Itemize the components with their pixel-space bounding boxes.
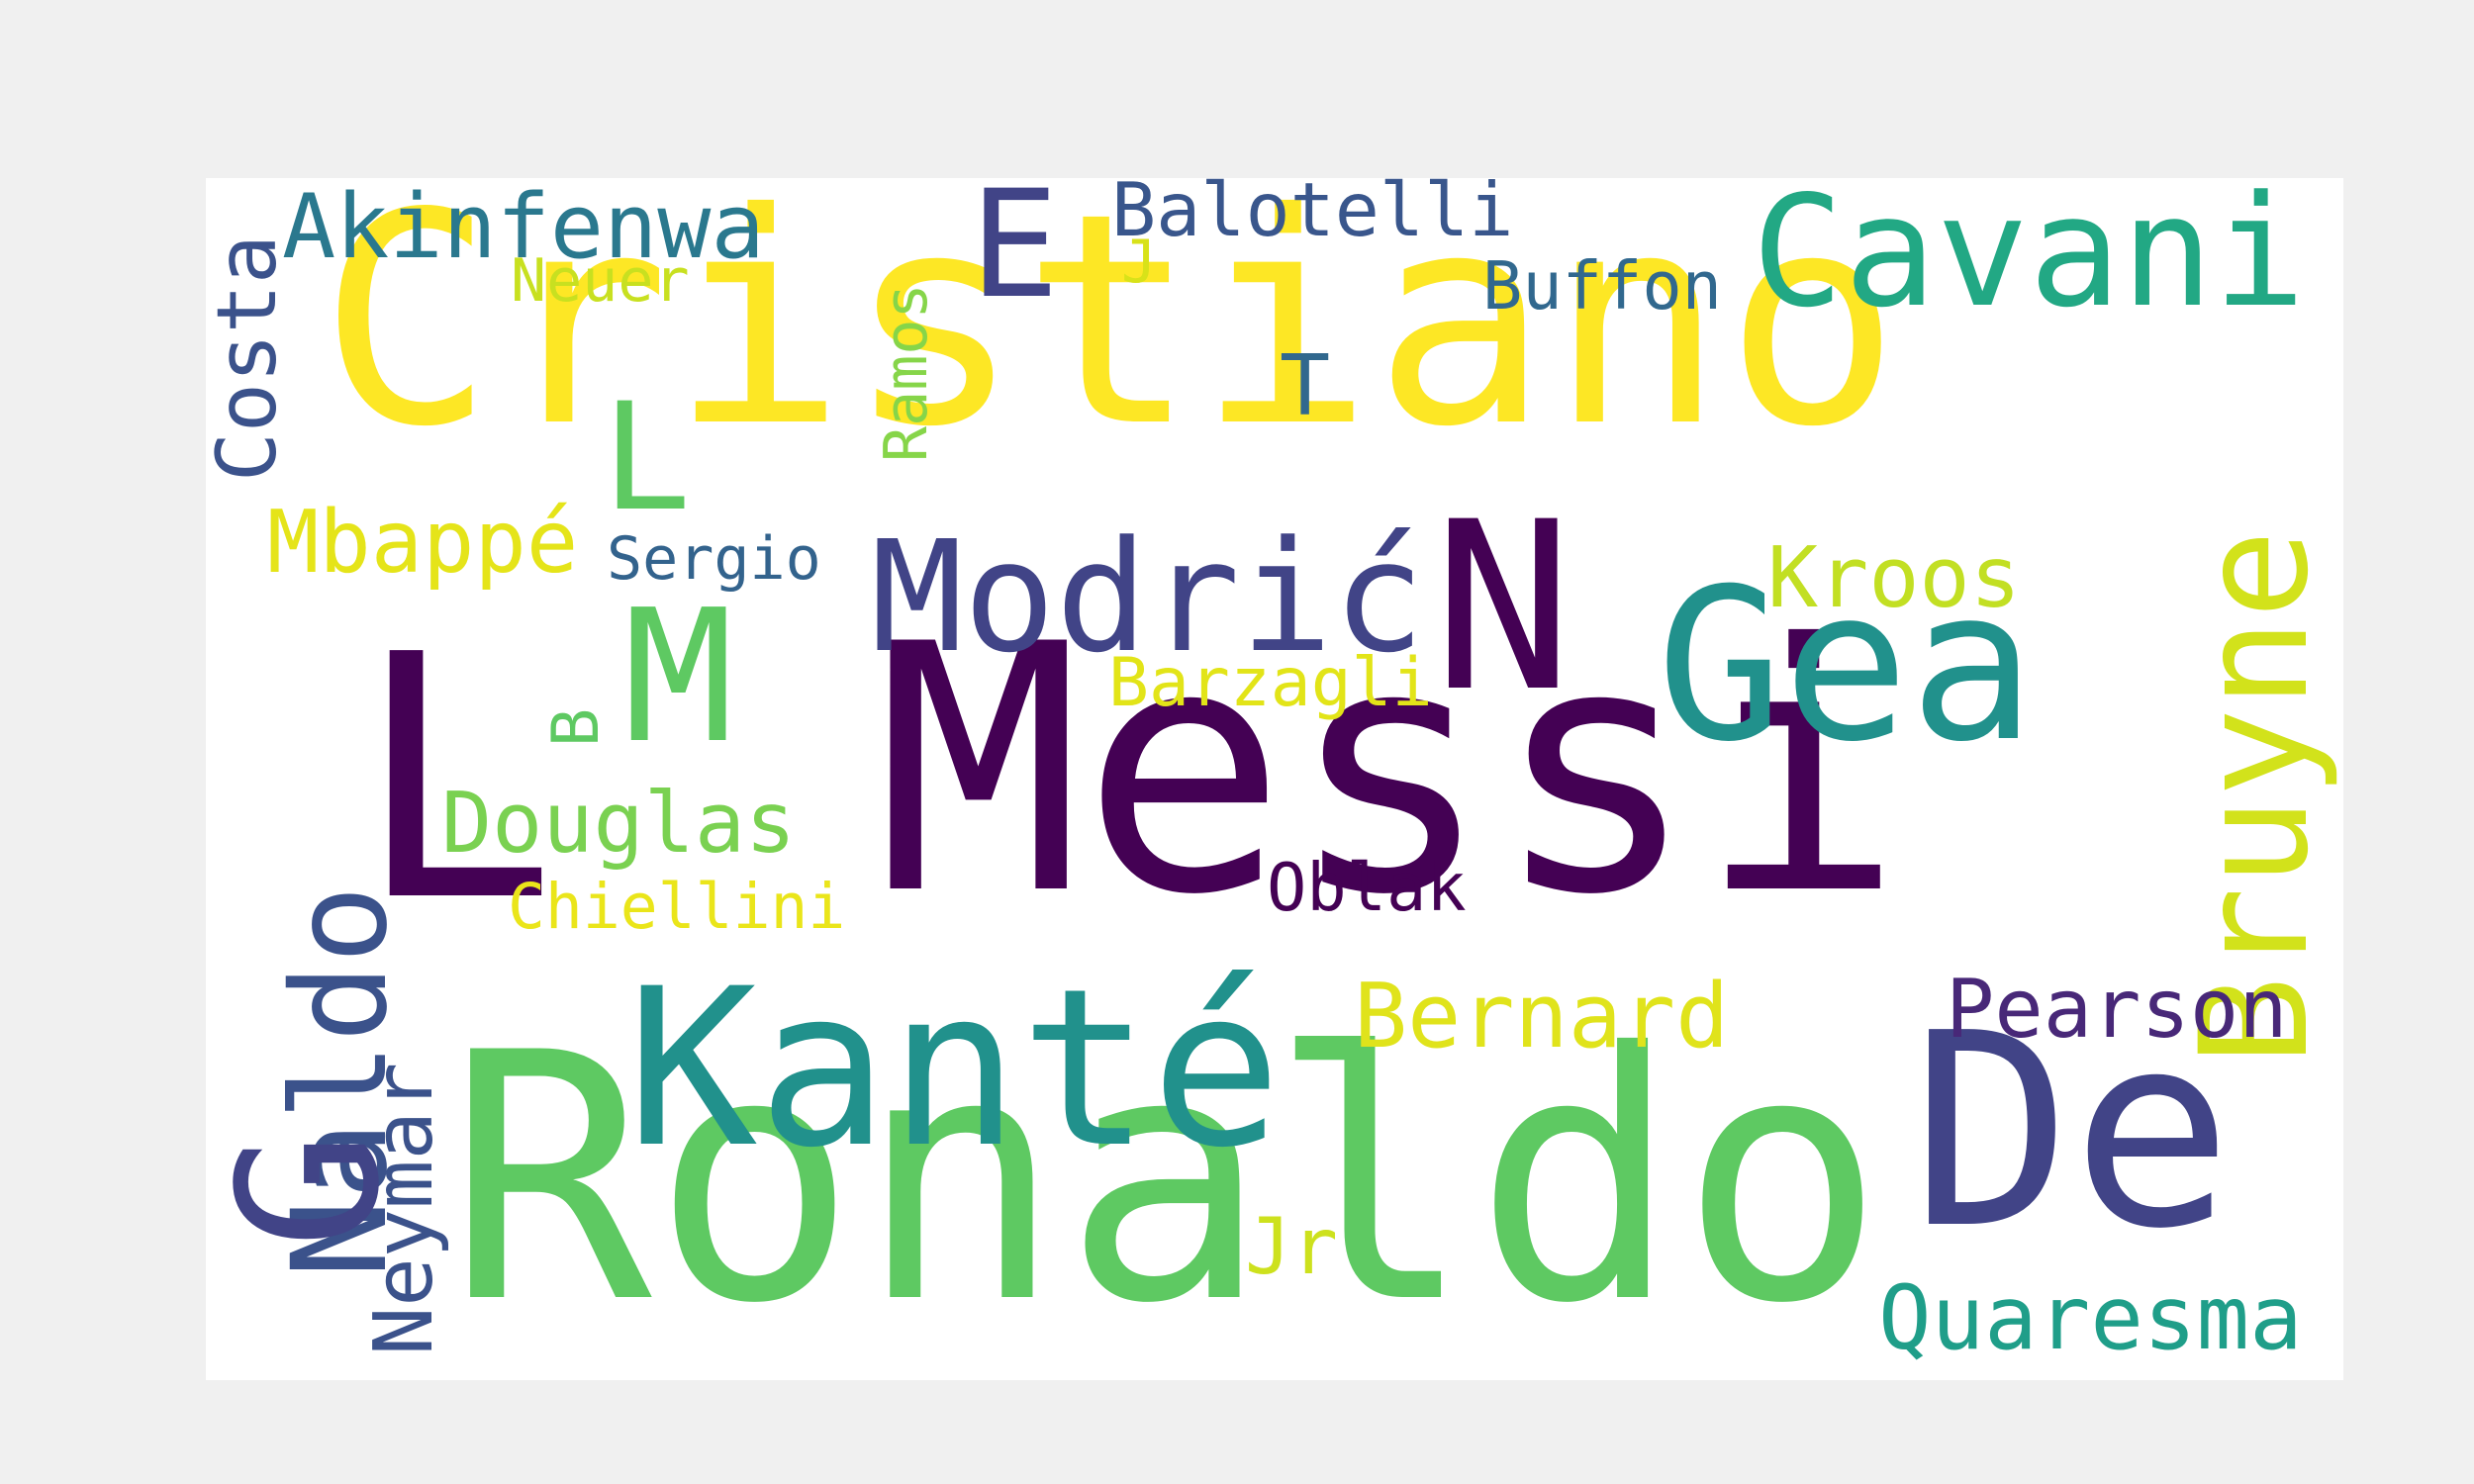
- word-cristiano: Cristiano: [319, 178, 1901, 491]
- word-e: E: [970, 178, 1060, 331]
- word-balotelli: Balotelli: [1111, 178, 1514, 253]
- word-sergio: Sergio: [607, 524, 821, 594]
- word-mbappe: Mbappé: [267, 492, 579, 593]
- word-bernard: Bernard: [1354, 965, 1730, 1068]
- word-chiellini: Chiellini: [508, 871, 846, 943]
- word-cloud-panel: Cristiano Messi Ronaldo L De Kanté Gea M…: [206, 178, 2343, 1380]
- word-m: M: [623, 570, 734, 784]
- word-de: De: [1911, 975, 2234, 1287]
- word-barzagli: Barzagli: [1108, 644, 1433, 722]
- word-costa: Costa: [206, 234, 295, 482]
- word-ronaldo: Ronaldo: [446, 981, 1885, 1378]
- word-ramos: Ramos: [872, 283, 941, 462]
- word-messi: Messi: [876, 573, 1904, 970]
- word-kante: Kanté: [626, 942, 1283, 1195]
- word-akinfenwa: Akinfenwa: [282, 178, 765, 279]
- word-t: T: [1280, 337, 1331, 435]
- word-modric: Modrić: [871, 508, 1425, 687]
- word-gea: Gea: [1657, 543, 2036, 788]
- word-jr: Jr: [1245, 1203, 1338, 1292]
- word-oblak: Oblak: [1267, 849, 1467, 926]
- word-neymar: Neymar: [357, 1062, 451, 1355]
- word-n: N: [1433, 473, 1573, 743]
- word-quaresma: Quaresma: [1878, 1266, 2303, 1369]
- word-j: J: [1121, 228, 1158, 297]
- word-cavani: Cavani: [1752, 178, 2306, 341]
- word-l-small: L: [602, 372, 692, 544]
- word-buffon: Buffon: [1482, 247, 1723, 325]
- word-b: B: [539, 707, 614, 747]
- word-neuer: Neuer: [511, 246, 690, 316]
- word-douglas: Douglas: [441, 775, 797, 873]
- word-pearson: Pearson: [1946, 963, 2288, 1057]
- word-kroos: Kroos: [1767, 529, 2021, 627]
- word-l-large: L: [354, 584, 557, 975]
